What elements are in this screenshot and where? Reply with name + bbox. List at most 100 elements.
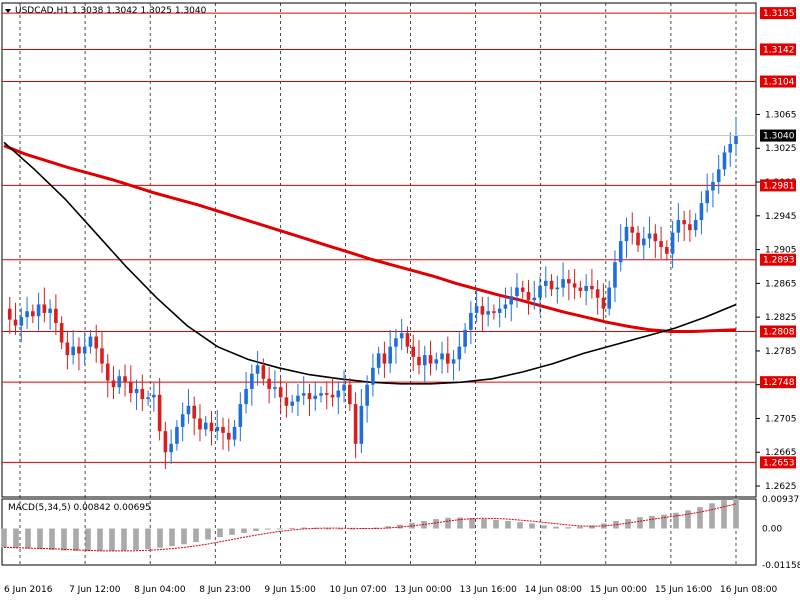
candle-body (613, 262, 617, 288)
macd-bar (229, 528, 235, 535)
candle-body (699, 203, 704, 221)
candle-body (36, 304, 41, 317)
candle-body (365, 384, 369, 406)
candle-body (607, 287, 611, 309)
candle-body (722, 152, 727, 170)
candle-body (532, 297, 537, 301)
price-tick-label: 1.2825 (765, 313, 797, 323)
candle-body (198, 418, 202, 430)
macd-bar (529, 523, 535, 529)
candle-body (313, 395, 318, 400)
candle-body (129, 382, 133, 394)
candle-body (497, 308, 502, 313)
macd-title: MACD(5,34,5) 0.00842 0.00695 (8, 503, 151, 513)
level-price-tag (760, 253, 796, 266)
candle-body (446, 353, 450, 364)
candle-body (641, 238, 646, 246)
candle-body (653, 233, 658, 242)
macd-bar (49, 528, 55, 550)
time-tick-label: 14 Jun 08:00 (525, 585, 582, 595)
candle-body (307, 393, 312, 400)
candle-body (301, 393, 306, 396)
candle-body (469, 312, 473, 330)
level-price-tag (760, 43, 796, 56)
macd-bar (37, 528, 43, 550)
candle-body (590, 285, 594, 290)
level-price-label: 1.2893 (763, 256, 795, 266)
macd-bar (565, 527, 571, 529)
candle-body (278, 387, 283, 398)
candle-body (422, 355, 427, 366)
candle-body (82, 346, 87, 354)
moving-averages (3, 141, 737, 385)
candle-body (175, 426, 179, 444)
macd-bar (325, 528, 331, 530)
macd-bar (673, 512, 679, 529)
macd-bar (253, 528, 259, 532)
candle-body (267, 378, 271, 389)
candle-body (134, 388, 139, 394)
candle-body (157, 394, 162, 432)
current-price-tag (760, 129, 796, 142)
macd-bar (277, 528, 283, 530)
candle-body (94, 336, 99, 349)
time-tick-label: 13 Jun 16:00 (460, 585, 517, 595)
candle-body (209, 422, 214, 432)
level-price-label: 1.3104 (763, 78, 795, 88)
candle-body (54, 308, 58, 324)
macd-bar (73, 528, 79, 551)
macd-bar (301, 527, 307, 529)
macd-bar (97, 528, 103, 552)
time-axis: 6 Jun 2016 7 Jun 12:00 8 Jun 04:00 8 Jun 23… (4, 585, 777, 595)
candle-body (682, 220, 686, 225)
level-price-label: 1.2981 (763, 181, 795, 191)
macd-bar (169, 528, 175, 547)
candle-body (215, 426, 220, 432)
price-tick-label: 1.2865 (765, 279, 797, 289)
candle-body (601, 297, 606, 309)
time-tick-label: 7 Jun 12:00 (69, 585, 121, 595)
macd-bar (349, 528, 355, 530)
macd-bar (133, 528, 139, 550)
candle-body (336, 390, 341, 398)
candle-body (203, 422, 208, 430)
candle-body (105, 363, 110, 381)
candle-body (31, 311, 35, 317)
candle-body (555, 287, 560, 290)
level-price-label: 1.3185 (763, 9, 795, 19)
price-tick-label: 1.3065 (765, 110, 797, 120)
time-tick-label: 8 Jun 23:00 (199, 585, 251, 595)
candle-body (693, 220, 698, 231)
candle-body (659, 241, 663, 248)
candle-body (538, 285, 542, 298)
candle-body (618, 241, 623, 263)
level-price-label: 1.2808 (763, 327, 795, 337)
candle-body (371, 367, 375, 385)
level-price-label: 1.3142 (763, 45, 795, 55)
macd-bar (433, 519, 439, 529)
candle-body (584, 285, 588, 291)
candle-body (117, 376, 122, 388)
candle-body (716, 169, 721, 183)
candle-body (509, 296, 514, 305)
candle-body (273, 387, 277, 389)
price-tick-label: 1.2625 (765, 482, 797, 492)
candle-body (111, 380, 116, 388)
time-tick-label: 15 Jun 00:00 (590, 585, 647, 595)
candle-body (492, 311, 496, 313)
candle-body (630, 226, 635, 233)
macd-signal-line (3, 503, 737, 552)
triangle-down-icon[interactable] (5, 9, 11, 13)
level-price-label: 1.2653 (763, 458, 795, 468)
candle-body (232, 426, 237, 440)
candle-body (296, 395, 300, 402)
macd-bar (613, 520, 619, 529)
candle-body (526, 291, 531, 301)
macd-bar (637, 517, 643, 529)
candle-body (353, 404, 358, 444)
chart-title: USDCAD,H1 1.3038 1.3042 1.3025 1.3040 (15, 6, 207, 16)
macd-bar (181, 528, 187, 545)
candle-body (152, 394, 156, 398)
candle-body (520, 287, 525, 292)
